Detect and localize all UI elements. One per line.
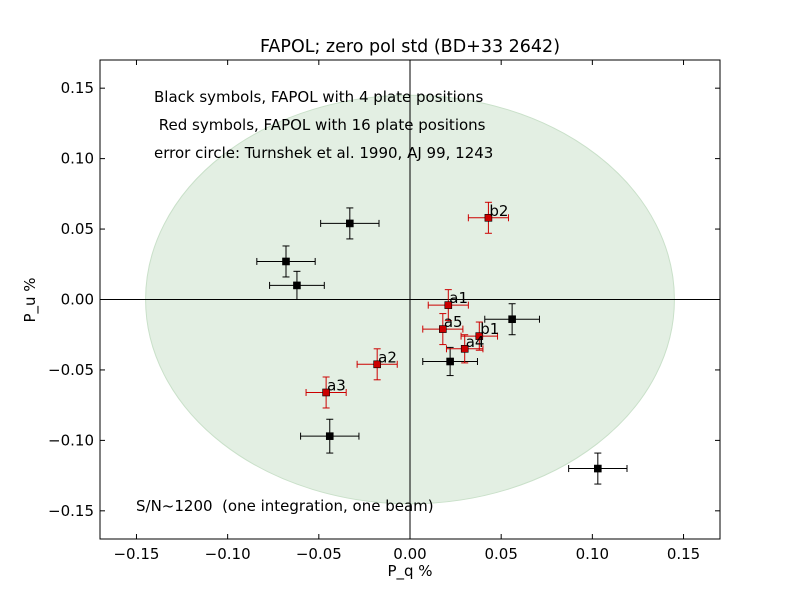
x-axis-label: P_q % <box>387 562 432 581</box>
chart-title: FAPOL; zero pol std (BD+33 2642) <box>260 37 560 57</box>
x-tick-label: −0.05 <box>296 545 342 563</box>
plot-frame <box>99 59 721 540</box>
zero-axes <box>100 60 720 539</box>
data-point <box>269 270 325 300</box>
point-label: a3 <box>327 376 346 394</box>
square-marker <box>373 360 381 369</box>
square-marker <box>346 219 354 228</box>
annotation-error-circle: error circle: Turnshek et al. 1990, AJ 9… <box>154 144 493 162</box>
data-point: b2 <box>467 202 509 234</box>
data-point <box>256 245 316 278</box>
data-point <box>300 418 360 454</box>
square-marker <box>439 325 447 333</box>
annotation-red-symbols: Red symbols, FAPOL with 16 plate positio… <box>154 116 486 134</box>
y-tick-label: 0.10 <box>61 150 94 168</box>
data-point: a3 <box>305 376 347 409</box>
data-point <box>568 452 628 485</box>
annotation-black-symbols: Black symbols, FAPOL with 4 plate positi… <box>154 88 483 106</box>
square-marker <box>325 432 334 440</box>
x-tick-label: 0.00 <box>393 545 426 563</box>
point-label: a2 <box>378 348 397 366</box>
point-label: a1 <box>449 289 468 307</box>
square-marker <box>282 257 290 266</box>
y-tick-label: −0.15 <box>48 502 94 520</box>
y-tick-label: −0.10 <box>48 431 94 449</box>
x-tick-label: 0.05 <box>484 545 517 563</box>
y-tick-label: 0.15 <box>61 79 94 97</box>
data-point: a2 <box>356 348 398 381</box>
annotation-signal-noise: S/N~1200 (one integration, one beam) <box>136 497 434 515</box>
y-tick-label: −0.05 <box>48 361 94 379</box>
y-axis-label: P_u % <box>21 277 40 322</box>
data-point: a1 <box>427 289 469 322</box>
ticks <box>100 60 720 539</box>
x-tick-label: 0.15 <box>667 545 700 563</box>
tick-labels: −0.15 −0.10 −0.05 0.00 0.05 0.10 0.15 −0.15 −0.1… <box>48 79 700 563</box>
point-label: b1 <box>480 320 499 338</box>
data-point: a4 <box>445 333 485 364</box>
data-point <box>484 303 540 336</box>
data-point <box>422 346 478 377</box>
point-label: a5 <box>444 313 463 331</box>
square-marker <box>444 301 453 309</box>
y-tick-label: 0.05 <box>61 220 94 238</box>
y-tick-label: 0.00 <box>61 291 94 309</box>
data-point: a5 <box>422 313 464 346</box>
square-marker <box>293 281 301 290</box>
square-marker <box>460 345 469 353</box>
x-tick-label: 0.10 <box>576 545 609 563</box>
square-marker <box>484 213 493 222</box>
square-marker <box>322 388 330 397</box>
square-marker <box>594 464 602 473</box>
x-tick-label: −0.10 <box>205 545 251 563</box>
point-label: a4 <box>466 333 485 351</box>
square-marker <box>475 332 484 340</box>
square-marker <box>446 357 454 366</box>
x-tick-label: −0.15 <box>113 545 159 563</box>
data-point: b1 <box>460 320 499 351</box>
data-point <box>320 207 380 240</box>
point-label: b2 <box>489 202 508 220</box>
square-marker <box>508 315 516 324</box>
